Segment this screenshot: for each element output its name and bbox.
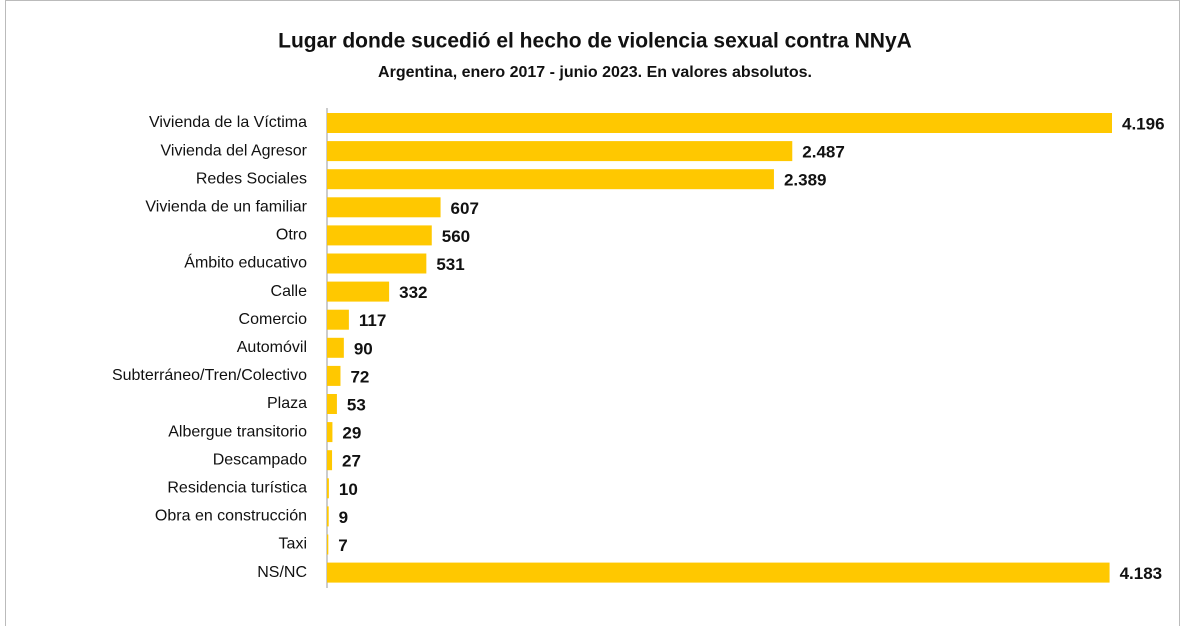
category-label: Otro [276,227,307,244]
value-label: 332 [399,283,427,302]
category-label: Taxi [279,536,307,553]
bar [327,337,344,358]
bar [327,253,427,274]
bar [327,197,441,218]
value-label: 2.487 [802,143,845,162]
category-label: Descampado [213,451,307,468]
category-label: Albergue transitorio [168,423,307,440]
bar [327,113,1112,133]
bar [327,394,337,414]
bar [327,478,329,499]
category-label: Automóvil [237,339,307,356]
category-label: Calle [271,283,308,300]
category-label: Comercio [239,311,308,328]
category-label: Residencia turística [167,480,307,497]
bar [327,562,1110,583]
value-label: 117 [359,311,386,330]
value-label: 7 [338,536,347,555]
bar [327,365,341,386]
bar [327,506,329,527]
chart-frame [5,0,1180,626]
bar [327,534,329,555]
bar [327,169,774,190]
category-label: NS/NC [257,564,307,581]
value-label: 4.196 [1122,114,1165,133]
category-label: Ámbito educativo [184,253,307,272]
value-label: 607 [451,199,479,218]
value-label: 90 [354,339,373,358]
category-label: Vivienda de un familiar [145,199,307,216]
category-label: Redes Sociales [196,170,307,187]
bar [327,422,333,443]
value-label: 531 [436,255,464,274]
bar [327,309,349,330]
value-label: 2.389 [784,171,827,190]
category-label: Vivienda del Agresor [161,142,308,159]
chart-subtitle: Argentina, enero 2017 - junio 2023. En v… [378,64,812,81]
value-label: 27 [342,452,361,471]
bar [327,225,432,246]
category-label: Plaza [267,395,307,412]
value-label: 53 [347,395,366,414]
value-label: 29 [342,424,361,443]
value-label: 72 [350,367,369,386]
category-label: Vivienda de la Víctima [149,114,307,131]
value-label: 10 [339,480,358,499]
category-label: Subterráneo/Tren/Colectivo [112,367,307,384]
bar [327,141,793,162]
bar [327,281,390,302]
value-label: 560 [442,227,470,246]
category-label: Obra en construcción [155,508,307,525]
value-label: 9 [339,508,348,527]
chart-title: Lugar donde sucedió el hecho de violenci… [278,30,912,53]
bar [327,450,333,471]
value-label: 4.183 [1120,564,1163,583]
